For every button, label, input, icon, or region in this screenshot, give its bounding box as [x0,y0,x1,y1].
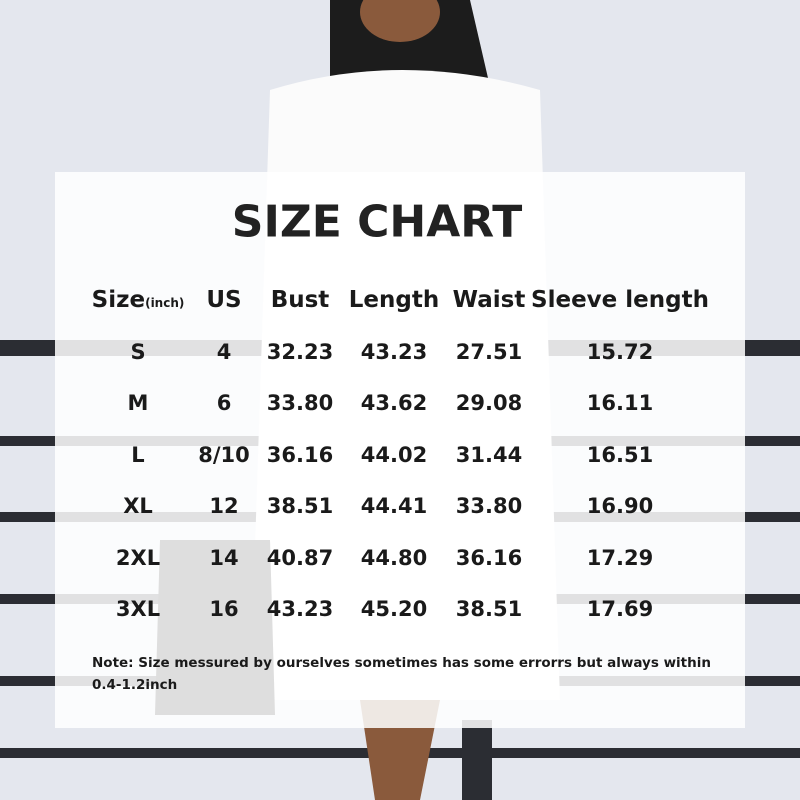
value-cell: 33.80 [266,391,334,416]
size-label: Size [91,287,146,313]
size-chart-panel [55,172,745,728]
value-cell: 15.72 [586,340,654,364]
size-cell: L [131,442,145,467]
value-cell: 16.51 [586,442,654,467]
value-cell: 16 [209,597,239,621]
size-unit: (inch) [145,296,185,310]
column-header: Length [348,287,440,313]
note: Note: Size messured by ourselves sometim… [92,655,711,693]
value-cell: 38.51 [455,597,523,621]
value-cell: 4 [216,340,232,364]
value-cell: 17.29 [586,545,654,570]
value-cell: 36.16 [266,442,334,467]
value-cell: 43.23 [266,597,334,621]
size-header: Size(inch) [92,287,185,313]
value-cell: 14 [209,545,239,570]
value-cell: 44.80 [360,545,428,570]
value-cell: 43.62 [360,391,428,416]
column-header: Sleeve length [531,287,709,313]
value-cell: 27.51 [455,340,523,364]
value-cell: 38.51 [266,494,334,519]
chart-title: SIZE CHART [231,196,523,248]
value-cell: 6 [216,391,232,416]
size-cell: M [127,391,149,416]
column-header: US [206,287,242,313]
value-cell: 36.16 [455,545,523,570]
value-cell: 17.69 [586,597,654,621]
value-cell: 33.80 [455,494,523,519]
value-cell: 45.20 [360,597,428,621]
value-cell: 16.90 [586,494,654,519]
column-header: Bust [270,287,330,313]
size-cell: 3XL [115,597,161,621]
size-cell: XL [123,494,153,519]
value-cell: 8/10 [198,442,250,467]
value-cell: 44.02 [360,442,428,467]
value-cell: 29.08 [455,391,523,416]
column-header: Waist [452,287,526,313]
value-cell: 12 [209,494,239,519]
value-cell: 32.23 [266,340,334,364]
size-cell: S [130,340,146,364]
value-cell: 40.87 [266,545,334,570]
value-cell: 31.44 [455,442,523,467]
value-cell: 16.11 [586,391,654,416]
size-cell: 2XL [115,545,161,570]
value-cell: 44.41 [360,494,428,519]
value-cell: 43.23 [360,340,428,364]
